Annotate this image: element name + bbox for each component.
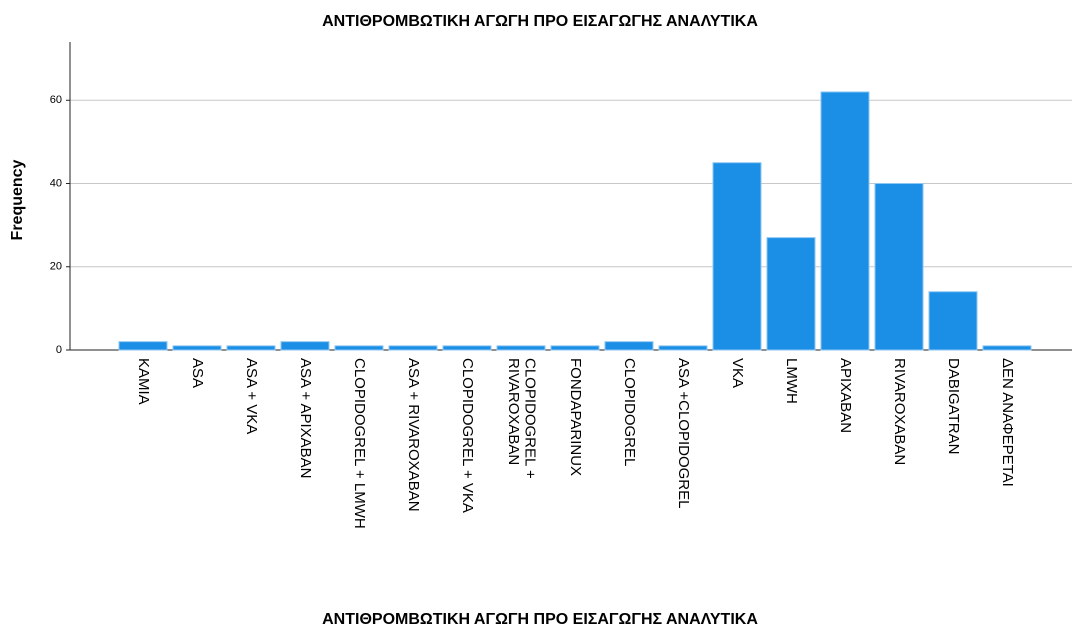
x-tick-label: RIVAROXABAN — [891, 358, 908, 465]
bar — [334, 345, 384, 351]
x-tick-label: ASA + APIXABAN — [297, 358, 314, 478]
x-tick-label: ΚΑΜΙΑ — [135, 358, 152, 405]
x-axis-title: ΑΝΤΙΘΡΟΜΒΩΤΙΚΗ ΑΓΩΓΗ ΠΡΟ ΕΙΣΑΓΩΓΗΣ ΑΝΑΛΥ… — [322, 611, 758, 628]
x-tick-label: ΔΕΝ ΑΝΑΦΕΡΕΤΑΙ — [999, 358, 1016, 487]
bar — [604, 341, 654, 351]
x-tick-label: DABIGATRAN — [945, 358, 962, 454]
bar — [928, 291, 978, 351]
x-tick-label: FONDAPARINUX — [567, 358, 584, 476]
bar — [658, 345, 708, 351]
bar — [442, 345, 492, 351]
y-axis-title: Frequency — [9, 159, 26, 240]
x-tick-label: ASA — [189, 358, 206, 388]
bar — [388, 345, 438, 351]
bar — [982, 345, 1032, 351]
x-tick-label: LMWH — [783, 358, 800, 404]
y-tick-label: 20 — [50, 261, 62, 273]
x-tick-label: CLOPIDOGREL + LMWH — [351, 358, 368, 529]
y-tick-label: 60 — [50, 94, 62, 106]
bar — [496, 345, 546, 351]
y-tick-label: 0 — [56, 344, 62, 356]
bar — [712, 162, 762, 351]
bar — [874, 183, 924, 351]
bar — [550, 345, 600, 351]
bar — [172, 345, 222, 351]
x-tick-label: CLOPIDOGREL — [621, 358, 638, 466]
y-tick-label: 40 — [50, 177, 62, 189]
chart-title: ΑΝΤΙΘΡΟΜΒΩΤΙΚΗ ΑΓΩΓΗ ΠΡΟ ΕΙΣΑΓΩΓΗΣ ΑΝΑΛΥ… — [322, 13, 758, 30]
bar — [226, 345, 276, 351]
bar — [820, 91, 870, 351]
x-tick-label: APIXABAN — [837, 358, 854, 433]
x-tick-label: ASA + VKA — [243, 358, 260, 434]
bar — [766, 237, 816, 351]
bar — [280, 341, 330, 351]
x-tick-label: ASA + RIVAROXABAN — [405, 358, 422, 512]
x-tick-label: ASA +CLOPIDOGREL — [675, 358, 692, 508]
x-tick-label: CLOPIDOGREL + VKA — [459, 358, 476, 513]
x-tick-label: CLOPIDOGREL +RIVAROXABAN — [505, 358, 539, 479]
x-tick-label: VKA — [729, 358, 746, 388]
bar — [118, 341, 168, 351]
